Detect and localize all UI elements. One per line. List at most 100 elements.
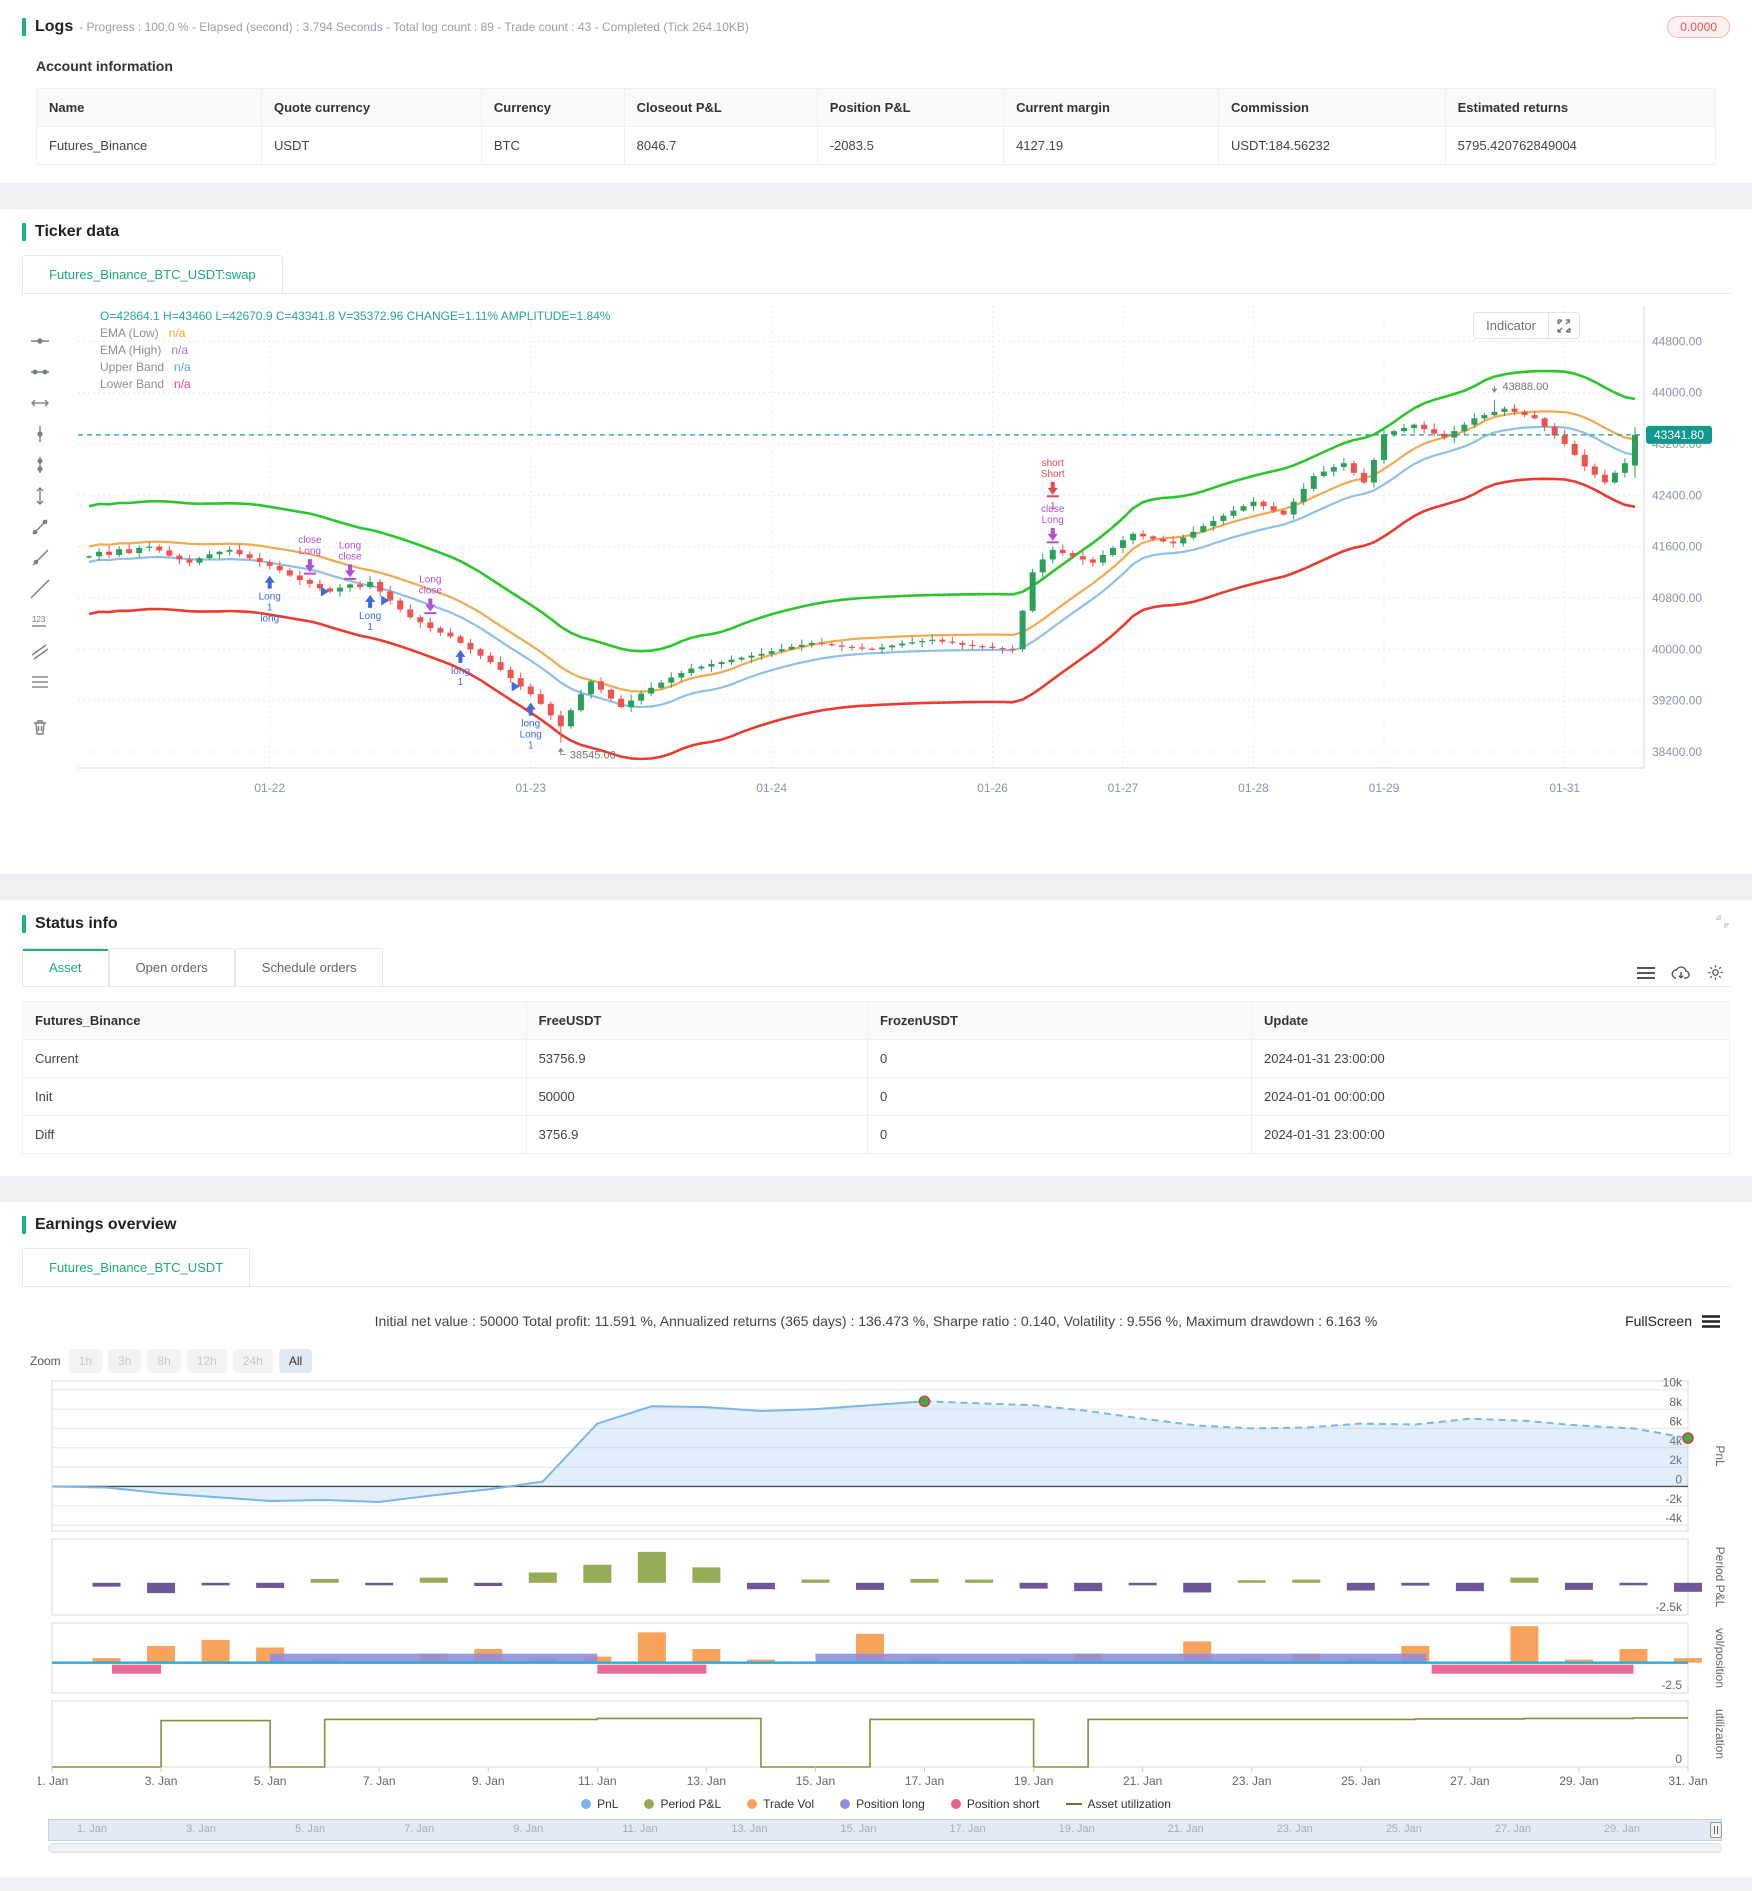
account-cell: 4127.19 (1003, 126, 1219, 165)
menu-icon[interactable] (1637, 966, 1655, 985)
zoom-button-8h[interactable]: 8h (147, 1349, 181, 1373)
status-cell: 53756.9 (525, 1039, 868, 1078)
status-table-row: Diff 3756.9 0 2024-01-31 23:00:00 (22, 1115, 1730, 1154)
zoom-button-24h[interactable]: 24h (232, 1349, 273, 1373)
fullscreen-button[interactable]: FullScreen (1625, 1313, 1720, 1329)
legend-dot-swatch (840, 1799, 851, 1809)
earnings-stats: Initial net value : 50000 Total profit: … (374, 1313, 1378, 1329)
panel-axis-title: utilization (1713, 1709, 1727, 1759)
svg-text:close: close (338, 551, 362, 562)
gear-icon[interactable] (1707, 964, 1724, 986)
period-pnl-bar (1292, 1579, 1321, 1583)
tab-ticker-symbol[interactable]: Futures_Binance_BTC_USDT:swap (22, 255, 283, 293)
price-axis-label: 44000.00 (1652, 386, 1702, 400)
ticker-tabs: Futures_Binance_BTC_USDT:swap (22, 255, 1730, 294)
legend-item-pnl[interactable]: PnL (581, 1797, 618, 1811)
position-long-band (815, 1653, 1427, 1662)
account-col-header: Name (36, 88, 262, 127)
vertical-range-icon[interactable] (29, 454, 51, 476)
legend-dot-swatch (747, 1799, 758, 1809)
status-table: Futures_Binance FreeUSDT FrozenUSDT Update C… (22, 1001, 1730, 1154)
navigator-handle[interactable] (1710, 1822, 1722, 1838)
logs-title: Logs (35, 18, 74, 35)
navigator-date-label: 29. Jan (1603, 1823, 1641, 1835)
zoom-button-3h[interactable]: 3h (108, 1349, 142, 1373)
earnings-tabs: Futures_Binance_BTC_USDT (22, 1248, 1730, 1287)
fullscreen-label[interactable]: FullScreen (1625, 1313, 1692, 1329)
price-chart-svg[interactable]: 44800.0044000.0043200.0042400.0041600.00… (22, 300, 1734, 856)
navigator-date-label: 19. Jan (1058, 1823, 1095, 1835)
earnings-title: Earnings overview (35, 1216, 177, 1233)
ohlc-overlay: O=42864.1 H=43460 L=42670.9 C=43341.8 V=… (100, 308, 610, 393)
time-axis-label: 01-27 (1108, 781, 1139, 795)
legend-item-period-p&l[interactable]: Period P&L (644, 1797, 721, 1811)
crosshair-icon[interactable] (29, 330, 51, 352)
indicator-value: n/a (174, 360, 191, 374)
zoom-button-12h[interactable]: 12h (186, 1349, 227, 1373)
pnl-max-point (918, 1395, 931, 1408)
period-pnl-bar (528, 1572, 557, 1583)
collapse-icon[interactable] (1715, 914, 1730, 934)
zoom-button-all[interactable]: All (278, 1349, 313, 1373)
parallel-channel-icon[interactable] (29, 640, 51, 662)
legend-dot-swatch (644, 1799, 655, 1809)
tab-earnings-symbol[interactable]: Futures_Binance_BTC_USDT (22, 1248, 251, 1286)
status-cell: 2024-01-01 00:00:00 (1251, 1077, 1730, 1116)
arrow-line-icon[interactable] (29, 392, 51, 414)
legend-item-trade-vol[interactable]: Trade Vol (747, 1797, 814, 1811)
legend-item-asset-utilization[interactable]: Asset utilization (1065, 1797, 1171, 1811)
range-navigator[interactable]: 1. Jan 3. Jan 5. Jan 7. Jan 9. Jan 11. Jan 13.… (48, 1819, 1722, 1841)
indicator-button[interactable]: Indicator (1473, 312, 1580, 339)
vertical-arrow-icon[interactable] (29, 485, 51, 507)
chart-scrollbar[interactable] (48, 1843, 1722, 1853)
indicator-legend-row: Upper Band n/a (100, 359, 610, 376)
account-table-header-row: Name Quote currency Currency Closeout P&L Po… (36, 88, 1717, 127)
account-cell: USDT (260, 126, 482, 165)
position-long-band (270, 1653, 598, 1662)
expand-icon[interactable] (1549, 314, 1579, 338)
dot-line-icon[interactable] (29, 361, 51, 383)
status-row-label: Diff (22, 1115, 527, 1154)
account-info-title: Account information (36, 58, 173, 74)
status-tab-asset[interactable]: Asset (22, 948, 109, 986)
navigator-mask[interactable] (49, 1820, 1721, 1840)
vertical-line-icon[interactable] (29, 423, 51, 445)
earnings-x-label: 29. Jan (1559, 1774, 1598, 1788)
trash-icon[interactable] (29, 716, 51, 738)
panel-axis-title: PnL (1713, 1445, 1727, 1467)
cloud-download-icon[interactable] (1671, 965, 1691, 986)
earnings-x-label: 11. Jan (578, 1774, 616, 1788)
position-short-band (111, 1664, 162, 1674)
account-col-header: Commission (1217, 88, 1446, 127)
trend-line-icon[interactable] (29, 516, 51, 538)
indicator-button-label[interactable]: Indicator (1474, 313, 1549, 338)
extended-line-icon[interactable] (29, 578, 51, 600)
price-label-icon[interactable]: 123 (29, 609, 51, 631)
status-cell: 3756.9 (525, 1115, 868, 1154)
ray-line-icon[interactable] (29, 547, 51, 569)
legend-item-position-long[interactable]: Position long (840, 1797, 925, 1811)
status-tab-schedule-orders[interactable]: Schedule orders (234, 948, 384, 986)
period-pnl-bar (1455, 1582, 1484, 1592)
svg-text:close: close (1041, 504, 1065, 515)
period-pnl-bar (1128, 1582, 1157, 1586)
time-axis-label: 01-24 (756, 781, 787, 795)
period-pnl-bar (1019, 1582, 1048, 1589)
earnings-x-label: 17. Jan (905, 1774, 944, 1788)
svg-text:43341.80: 43341.80 (1654, 428, 1704, 442)
levels-icon[interactable] (29, 671, 51, 693)
status-row-label[interactable]: Current (22, 1039, 527, 1078)
status-tab-open-orders[interactable]: Open orders (108, 948, 235, 986)
panel-border (51, 1622, 1689, 1694)
account-cell: BTC (480, 126, 625, 165)
svg-text:1: 1 (1050, 501, 1056, 512)
zoom-button-1h[interactable]: 1h (68, 1349, 103, 1373)
status-cell: 0 (866, 1039, 1253, 1078)
legend-item-position-short[interactable]: Position short (950, 1797, 1040, 1811)
time-axis-label: 01-31 (1549, 781, 1580, 795)
earnings-x-label: 7. Jan (363, 1774, 396, 1788)
period-pnl-bar (965, 1579, 994, 1583)
